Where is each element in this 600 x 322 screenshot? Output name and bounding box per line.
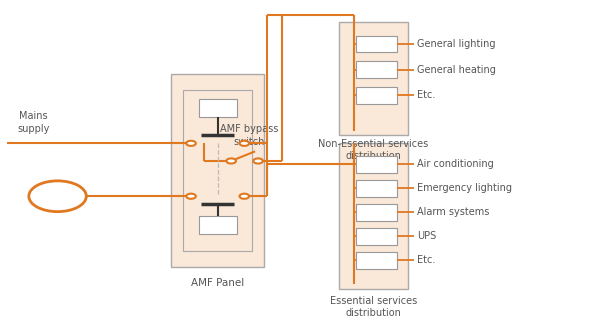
Circle shape: [29, 181, 86, 212]
Bar: [356, 252, 397, 269]
Text: Air conditioning: Air conditioning: [417, 159, 493, 169]
Bar: [339, 22, 408, 135]
Bar: [356, 156, 397, 173]
Text: Sensing: Sensing: [203, 104, 233, 113]
Bar: [356, 180, 397, 196]
Text: UPS: UPS: [417, 231, 436, 241]
Circle shape: [253, 158, 263, 164]
Circle shape: [239, 141, 249, 146]
Text: AMF bypass
switch: AMF bypass switch: [220, 124, 278, 147]
Bar: [199, 99, 236, 117]
Bar: [356, 61, 397, 78]
Bar: [183, 90, 252, 251]
Bar: [171, 74, 264, 267]
Bar: [356, 204, 397, 221]
Circle shape: [226, 158, 236, 164]
Bar: [356, 87, 397, 104]
Circle shape: [186, 194, 196, 199]
Text: Alarm systems: Alarm systems: [417, 207, 489, 217]
Bar: [356, 36, 397, 52]
Text: Non-Essential services
distribution: Non-Essential services distribution: [318, 138, 428, 161]
Bar: [339, 143, 408, 289]
Text: Emergency lighting: Emergency lighting: [417, 183, 512, 193]
Text: General heating: General heating: [417, 65, 496, 75]
Circle shape: [186, 141, 196, 146]
Text: Essential services
distribution: Essential services distribution: [330, 296, 417, 318]
Text: AMF Panel: AMF Panel: [191, 278, 244, 288]
Text: G: G: [52, 189, 64, 204]
Text: General lighting: General lighting: [417, 39, 495, 49]
Bar: [356, 228, 397, 245]
Text: Mains
supply: Mains supply: [17, 111, 50, 134]
Text: Sensing: Sensing: [203, 221, 233, 230]
Bar: [199, 216, 236, 234]
Text: Etc.: Etc.: [417, 255, 435, 265]
Text: Etc.: Etc.: [417, 90, 435, 100]
Circle shape: [239, 194, 249, 199]
